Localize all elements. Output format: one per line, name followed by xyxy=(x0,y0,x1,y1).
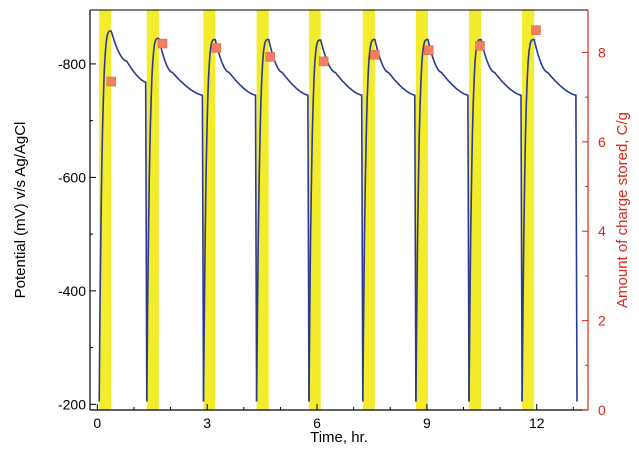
potential-cycle-2 xyxy=(146,37,205,402)
charging-band-2 xyxy=(146,10,159,410)
charge-marker-4 xyxy=(265,52,275,62)
potential-cycle-7 xyxy=(415,38,470,402)
y-right-tick-label-8: 8 xyxy=(598,44,606,60)
charging-band-6 xyxy=(362,10,375,410)
y-right-tick-label-6: 6 xyxy=(598,134,606,150)
charge-markers xyxy=(106,25,541,87)
charging-bands xyxy=(99,10,535,410)
charge-marker-1 xyxy=(106,76,116,87)
x-tick-label-9: 9 xyxy=(423,415,431,431)
potential-cycle-1 xyxy=(98,30,148,402)
x-tick-label-6: 6 xyxy=(313,415,321,431)
y-right-tick-label-2: 2 xyxy=(598,313,606,329)
y-left-tick-label--200: -200 xyxy=(58,396,86,412)
charge-marker-8 xyxy=(475,41,485,51)
charging-band-7 xyxy=(415,10,428,410)
y-axis-right-title: Amount of charge stored, C/g xyxy=(614,112,631,308)
x-axis-title: Time, hr. xyxy=(310,429,368,446)
charge-marker-5 xyxy=(318,56,329,67)
y-axis-left-title: Potential (mV) v/s Ag/AgCl xyxy=(12,122,29,299)
x-tick-label-12: 12 xyxy=(529,415,545,431)
potential-cycle-5 xyxy=(308,39,364,402)
charging-band-5 xyxy=(308,10,321,410)
charging-band-3 xyxy=(203,10,216,410)
potential-cycle-6 xyxy=(362,38,417,402)
x-tick-label-3: 3 xyxy=(203,415,211,431)
y-left-tick-label--600: -600 xyxy=(58,169,86,185)
y-left-tick-label--400: -400 xyxy=(58,283,86,299)
potential-cycle-3 xyxy=(202,38,258,402)
potential-cycle-9 xyxy=(521,38,578,402)
x-tick-label-0: 0 xyxy=(93,415,101,431)
charge-marker-6 xyxy=(370,49,380,60)
charging-band-4 xyxy=(256,10,269,410)
tick-labels: 0 3 6 9 12 -200 -400 -600 -800 0 2 4 6 8 xyxy=(58,44,606,431)
potential-curve xyxy=(98,30,578,402)
charging-band-9 xyxy=(522,10,535,410)
potential-cycle-4 xyxy=(255,38,310,402)
y-right-tick-label-0: 0 xyxy=(598,402,606,418)
charging-band-8 xyxy=(468,10,482,410)
charge-marker-3 xyxy=(211,43,222,53)
axes xyxy=(89,9,589,411)
y-left-tick-label--800: -800 xyxy=(58,56,86,72)
y-right-tick-label-4: 4 xyxy=(598,223,606,239)
charge-marker-7 xyxy=(423,45,434,55)
charge-marker-2 xyxy=(157,38,168,49)
charge-marker-9 xyxy=(531,25,541,35)
charging-band-1 xyxy=(99,10,112,410)
